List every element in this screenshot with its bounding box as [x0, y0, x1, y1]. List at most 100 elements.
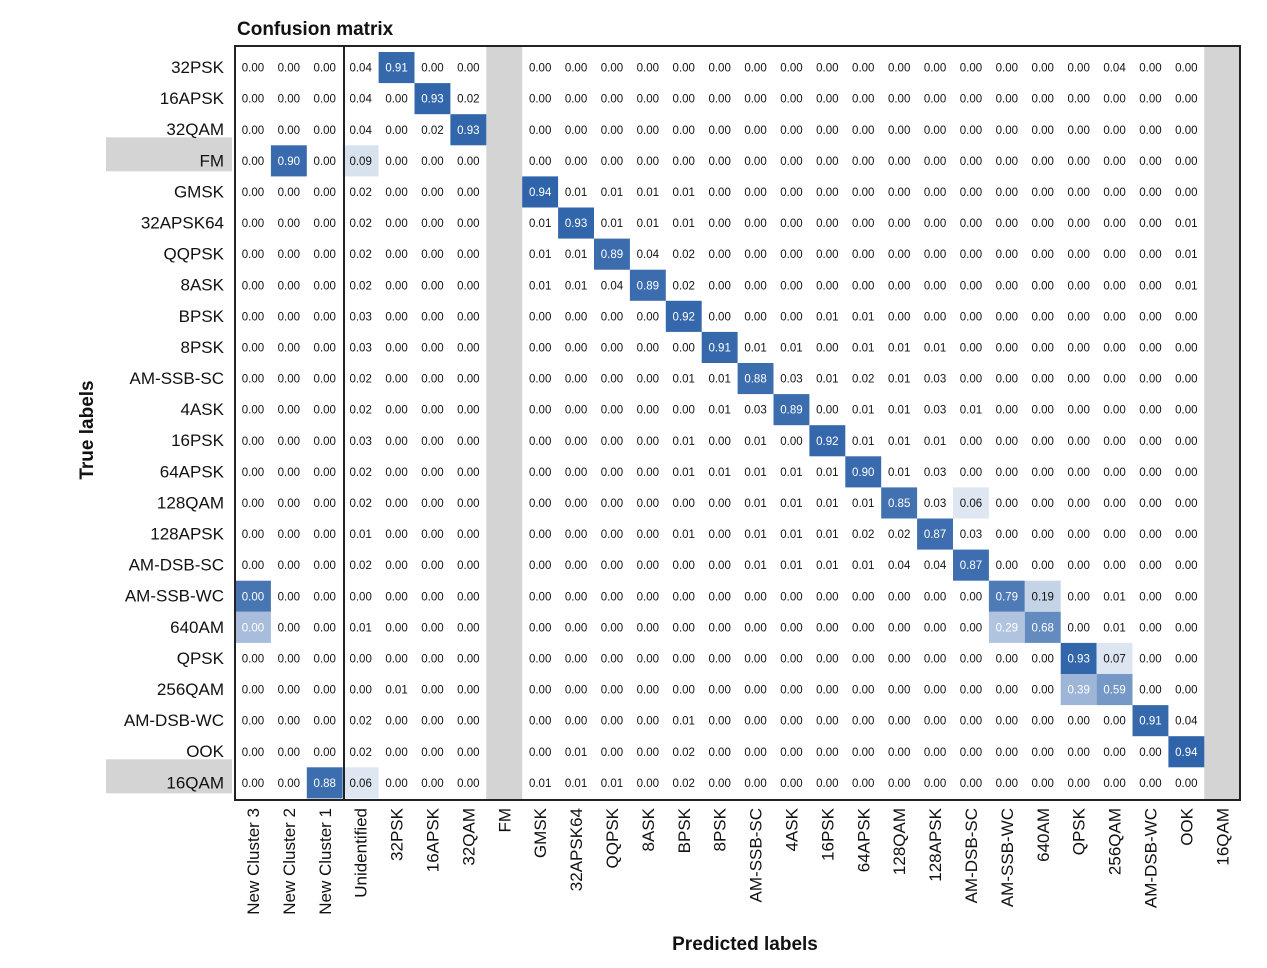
cell-value: 0.00	[960, 653, 982, 665]
cell-bg	[665, 300, 702, 332]
cell-value: 0.00	[960, 342, 982, 354]
cell-value: 0.02	[349, 405, 371, 417]
cell-value: 0.00	[816, 187, 838, 199]
cell-value: 0.00	[314, 125, 336, 137]
cell-value: 0.00	[1032, 374, 1054, 386]
cell-value: 0.87	[960, 560, 982, 572]
cell-value: 0.00	[242, 311, 264, 323]
cell-value: 0.00	[278, 63, 300, 75]
cell-value: 0.01	[673, 374, 695, 386]
cell-value: 0.00	[888, 591, 910, 603]
cell-value: 0.00	[780, 685, 802, 697]
cell-value: 0.00	[816, 280, 838, 292]
cell-value: 0.00	[314, 747, 336, 759]
cell-value: 0.00	[816, 342, 838, 354]
cell-value: 0.00	[529, 498, 551, 510]
cell-value: 0.00	[242, 187, 264, 199]
cell-value: 0.00	[457, 63, 479, 75]
cell-value: 0.00	[744, 311, 766, 323]
matrix-frame	[234, 45, 1241, 801]
cell-value: 0.01	[852, 342, 874, 354]
cell-value: 0.00	[996, 467, 1018, 479]
cell-value: 0.00	[1032, 778, 1054, 790]
cell-value: 0.00	[888, 747, 910, 759]
cell-value: 0.00	[601, 560, 623, 572]
cell-value: 0.00	[457, 249, 479, 261]
cell-value: 0.00	[1139, 591, 1161, 603]
cell-value: 0.00	[1103, 280, 1125, 292]
cell-value: 0.02	[673, 778, 695, 790]
cell-value: 0.00	[601, 405, 623, 417]
cell-value: 0.00	[960, 778, 982, 790]
cell-value: 0.00	[565, 156, 587, 168]
cell-value: 0.00	[816, 591, 838, 603]
cell-value: 0.00	[996, 405, 1018, 417]
cell-value: 0.00	[1067, 436, 1089, 448]
cell-value: 0.00	[852, 280, 874, 292]
cell-value: 0.00	[996, 125, 1018, 137]
cell-value: 0.00	[1175, 342, 1197, 354]
cell-value: 0.00	[1067, 747, 1089, 759]
cell-value: 0.01	[673, 436, 695, 448]
cell-value: 0.00	[529, 591, 551, 603]
cell-value: 0.00	[601, 63, 623, 75]
cell-value: 0.00	[1103, 187, 1125, 199]
cell-value: 0.00	[565, 436, 587, 448]
cell-value: 0.00	[888, 622, 910, 634]
cell-value: 0.00	[385, 591, 407, 603]
cell-value: 0.00	[529, 467, 551, 479]
cell-value: 0.00	[1139, 560, 1161, 572]
cell-value: 0.00	[780, 311, 802, 323]
cell-value: 0.00	[529, 685, 551, 697]
cell-value: 0.00	[385, 187, 407, 199]
true-label-ticks: 32PSK 16APSK 32QAM FM GMSK 32APSK64 QQPSK 8ASK B…	[124, 58, 225, 792]
cell-value: 0.00	[385, 622, 407, 634]
cell-value: 0.91	[1139, 716, 1161, 728]
y-tick-label: BPSK	[179, 307, 225, 326]
cell-value: 0.00	[888, 63, 910, 75]
cell-value: 0.91	[708, 342, 730, 354]
x-tick-label: 32QAM	[459, 808, 478, 866]
cell-value: 0.07	[1103, 653, 1125, 665]
cell-value: 0.00	[852, 94, 874, 106]
cell-value: 0.00	[924, 653, 946, 665]
cell-value: 0.00	[1067, 405, 1089, 417]
cell-value: 0.00	[960, 747, 982, 759]
cell-value: 0.00	[1067, 591, 1089, 603]
cell-bg	[342, 767, 379, 799]
cell-value: 0.00	[314, 311, 336, 323]
cell-value: 0.02	[673, 280, 695, 292]
cell-value: 0.02	[421, 125, 443, 137]
cell-value: 0.00	[673, 591, 695, 603]
cell-value: 0.00	[816, 94, 838, 106]
x-tick-label: 16APSK	[423, 807, 442, 872]
cell-value: 0.03	[349, 311, 371, 323]
cell-value: 0.00	[278, 529, 300, 541]
cell-value: 0.00	[1067, 498, 1089, 510]
cell-value: 0.00	[242, 560, 264, 572]
cell-bg	[342, 145, 379, 177]
cell-value: 0.00	[996, 249, 1018, 261]
cell-value: 0.00	[744, 747, 766, 759]
cell-value: 0.00	[780, 63, 802, 75]
cell-value: 0.01	[529, 218, 551, 230]
cell-value: 0.00	[421, 622, 443, 634]
matrix-cells: 0.00 0.00 0.00 0.04 0.91 0.00 0.00 0.00 0.00 0.00…	[235, 52, 1205, 799]
cell-value: 0.01	[385, 685, 407, 697]
cell-value: 0.00	[278, 653, 300, 665]
cell-value: 0.00	[421, 187, 443, 199]
cell-value: 0.00	[1139, 218, 1161, 230]
cell-value: 0.93	[565, 218, 587, 230]
cell-value: 0.01	[744, 498, 766, 510]
cell-value: 0.00	[708, 560, 730, 572]
cell-value: 0.00	[1139, 653, 1161, 665]
cell-value: 0.00	[960, 280, 982, 292]
cell-value: 0.00	[242, 342, 264, 354]
cell-value: 0.00	[278, 591, 300, 603]
cell-value: 0.00	[565, 311, 587, 323]
cell-value: 0.00	[421, 591, 443, 603]
cell-value: 0.00	[996, 685, 1018, 697]
cell-value: 0.02	[673, 747, 695, 759]
cell-value: 0.00	[996, 716, 1018, 728]
